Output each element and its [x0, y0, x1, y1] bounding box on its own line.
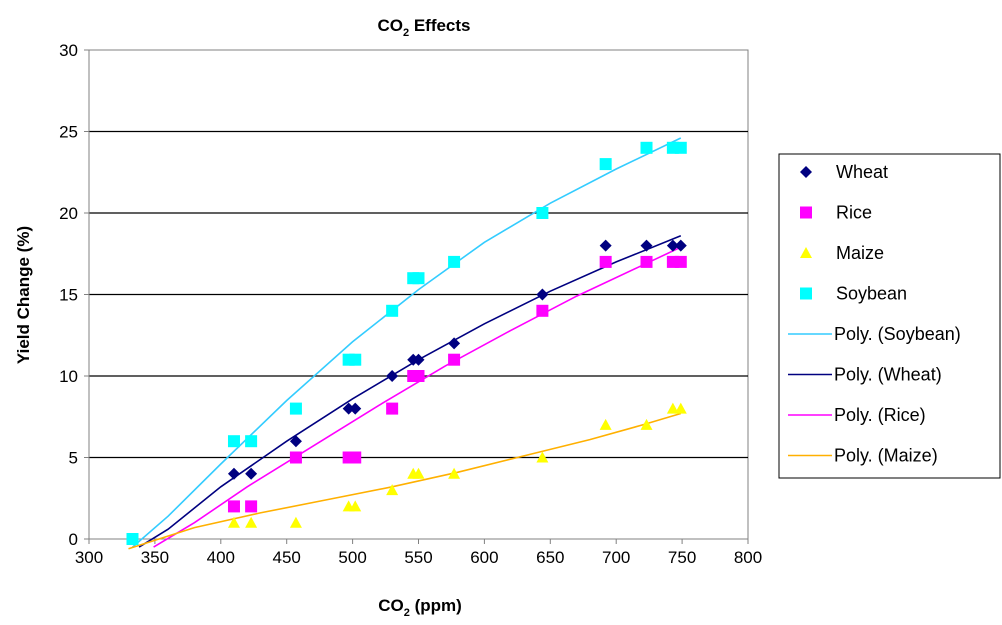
- trendline-poly-soybean: [131, 137, 682, 548]
- y-tick-label-2: 10: [59, 367, 78, 386]
- point-maize-8: [448, 467, 461, 479]
- point-soybean-0: [126, 533, 139, 545]
- legend-label-poly-soybean: Poly. (Soybean): [834, 324, 961, 344]
- point-maize-11: [640, 418, 653, 430]
- grid: [89, 130, 748, 459]
- legend-label-rice: Rice: [836, 203, 872, 223]
- legend-label-poly-rice: Poly. (Rice): [834, 405, 926, 425]
- point-rice-13: [674, 255, 687, 268]
- x-tick-label-9: 750: [668, 548, 696, 567]
- point-rice-5: [386, 402, 399, 415]
- y-tick-label-1: 5: [69, 449, 78, 468]
- point-maize-2: [289, 516, 302, 528]
- point-maize-4: [349, 500, 362, 512]
- trendline-poly-rice: [153, 246, 682, 548]
- point-rice-4: [349, 451, 362, 464]
- x-tick-label-7: 650: [536, 548, 564, 567]
- point-wheat-13: [674, 239, 687, 252]
- legend-label-maize: Maize: [836, 243, 884, 263]
- point-wheat-1: [245, 467, 258, 480]
- trendline-poly-maize: [128, 412, 682, 550]
- legend-marker-rice: [800, 206, 812, 219]
- legend-label-wheat: Wheat: [836, 162, 888, 182]
- y-tick-label-3: 15: [59, 286, 78, 305]
- point-soybean-6: [386, 304, 399, 317]
- point-wheat-3: [342, 402, 355, 415]
- legend-label-poly-maize: Poly. (Maize): [834, 446, 938, 466]
- x-tick-label-3: 450: [273, 548, 301, 567]
- point-wheat-11: [640, 239, 653, 252]
- point-rice-10: [599, 255, 612, 268]
- legend-label-soybean: Soybean: [836, 284, 907, 304]
- point-maize-7: [412, 467, 425, 479]
- chart-title: CO2 Effects: [377, 16, 470, 39]
- y-tick-label-4: 20: [59, 204, 78, 223]
- y-tick-label-5: 25: [59, 123, 78, 142]
- point-soybean-2: [245, 435, 258, 448]
- x-tick-label-6: 600: [470, 548, 498, 567]
- point-soybean-9: [448, 255, 461, 268]
- point-rice-7: [412, 370, 425, 382]
- x-tick-label-1: 350: [141, 548, 169, 567]
- point-soybean-11: [599, 158, 612, 171]
- trendline-poly-wheat: [138, 235, 682, 548]
- x-tick-label-4: 500: [338, 548, 366, 567]
- point-soybean-3: [289, 402, 302, 415]
- x-tick-label-8: 700: [602, 548, 630, 567]
- y-tick-label-6: 30: [59, 41, 78, 60]
- legend-marker-soybean: [800, 287, 812, 300]
- point-rice-8: [448, 353, 461, 366]
- point-maize-12: [666, 402, 679, 414]
- point-soybean-12: [640, 141, 653, 154]
- point-soybean-5: [349, 353, 362, 366]
- point-soybean-8: [412, 272, 425, 285]
- legend-marker-maize: [800, 247, 812, 258]
- point-wheat-10: [599, 239, 612, 252]
- point-wheat-2: [289, 435, 302, 448]
- x-tick-label-10: 800: [734, 548, 762, 567]
- point-maize-13: [674, 402, 687, 414]
- point-maize-1: [245, 516, 258, 528]
- point-wheat-9: [536, 288, 549, 301]
- point-maize-5: [386, 484, 399, 496]
- x-tick-label-5: 550: [404, 548, 432, 567]
- point-soybean-10: [536, 207, 549, 219]
- legend: Wheat Rice Maize Soybean Poly. (Soybean) Poly…: [778, 153, 1001, 479]
- point-wheat-7: [412, 353, 425, 366]
- trendlines: [128, 137, 682, 550]
- point-rice-2: [289, 451, 302, 464]
- axes: 0 5 10 15 20 25 30 300 350 400 450 500 550 600 650 700 7…: [59, 41, 762, 567]
- legend-marker-wheat: [800, 166, 812, 178]
- point-soybean-14: [674, 141, 687, 154]
- legend-box: [778, 153, 1001, 479]
- point-wheat-12: [666, 239, 679, 252]
- point-rice-11: [640, 255, 653, 268]
- x-axis-label: CO2 (ppm): [378, 596, 462, 619]
- x-tick-label-0: 300: [75, 548, 103, 567]
- point-maize-10: [599, 418, 612, 430]
- data-points: [126, 141, 687, 545]
- point-rice-9: [536, 304, 549, 317]
- y-axis-label: Yield Change (%): [14, 226, 33, 364]
- y-tick-label-0: 0: [69, 530, 78, 549]
- point-wheat-4: [349, 402, 362, 415]
- point-rice-0: [227, 500, 240, 513]
- legend-label-poly-wheat: Poly. (Wheat): [834, 365, 942, 385]
- point-maize-0: [227, 516, 240, 528]
- x-tick-label-2: 400: [207, 548, 235, 567]
- point-wheat-8: [448, 337, 461, 350]
- point-maize-9: [536, 451, 549, 463]
- point-soybean-1: [227, 435, 240, 448]
- point-rice-1: [245, 500, 258, 513]
- point-wheat-5: [386, 370, 399, 382]
- point-wheat-0: [227, 467, 240, 480]
